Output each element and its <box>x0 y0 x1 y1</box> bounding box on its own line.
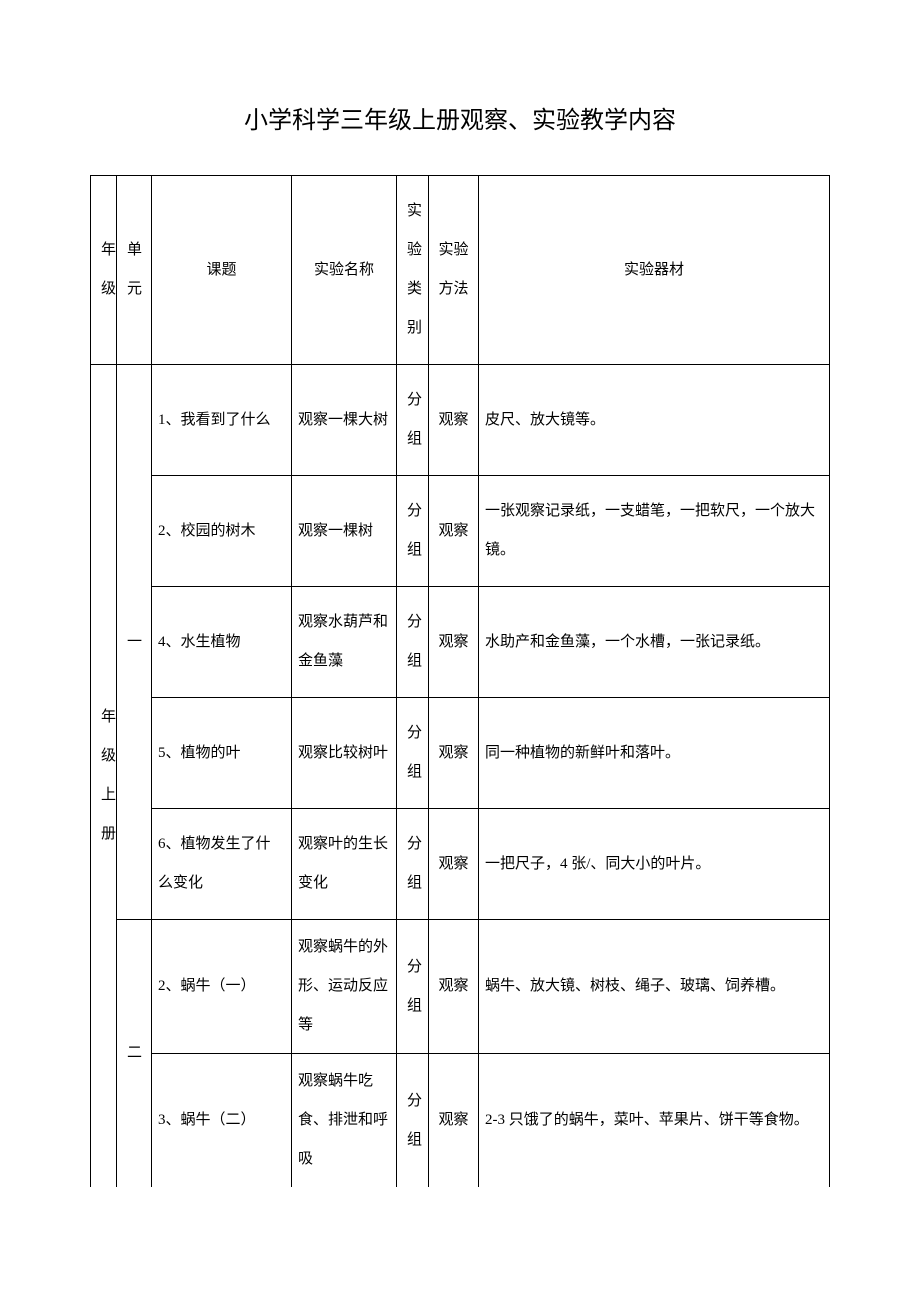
cell-method: 观察 <box>429 476 479 587</box>
cell-equipment: 一张观察记录纸，一支蜡笔，一把软尺，一个放大镜。 <box>479 476 830 587</box>
table-row: 5、植物的叶 观察比较树叶 分组 观察 同一种植物的新鲜叶和落叶。 <box>91 698 830 809</box>
table-row: 二 2、蜗牛（一） 观察蜗牛的外形、运动反应等 分组 观察 蜗牛、放大镜、树枝、… <box>91 920 830 1054</box>
header-type: 实验类别 <box>397 176 429 365</box>
cell-topic: 5、植物的叶 <box>152 698 292 809</box>
header-grade: 年级 <box>91 176 117 365</box>
cell-type: 分组 <box>397 365 429 476</box>
table-row: 6、植物发生了什么变化 观察叶的生长变化 分组 观察 一把尺子，4 张/、同大小… <box>91 809 830 920</box>
cell-method: 观察 <box>429 587 479 698</box>
cell-topic: 4、水生植物 <box>152 587 292 698</box>
cell-topic: 3、蜗牛（二） <box>152 1054 292 1188</box>
cell-unit-2: 二 <box>117 920 152 1188</box>
cell-equipment: 蜗牛、放大镜、树枝、绳子、玻璃、饲养槽。 <box>479 920 830 1054</box>
cell-type: 分组 <box>397 476 429 587</box>
cell-type: 分组 <box>397 920 429 1054</box>
cell-topic: 6、植物发生了什么变化 <box>152 809 292 920</box>
cell-method: 观察 <box>429 920 479 1054</box>
cell-topic: 2、蜗牛（一） <box>152 920 292 1054</box>
header-method: 实验方法 <box>429 176 479 365</box>
cell-type: 分组 <box>397 698 429 809</box>
cell-unit-1: 一 <box>117 365 152 920</box>
header-equipment: 实验器材 <box>479 176 830 365</box>
table-row: 4、水生植物 观察水葫芦和金鱼藻 分组 观察 水助产和金鱼藻，一个水槽，一张记录… <box>91 587 830 698</box>
cell-method: 观察 <box>429 698 479 809</box>
document-page: 小学科学三年级上册观察、实验教学内容 年级 单元 课题 实验名称 实验类别 实验… <box>0 0 920 1267</box>
cell-equipment: 皮尺、放大镜等。 <box>479 365 830 476</box>
table-row: 2、校园的树木 观察一棵树 分组 观察 一张观察记录纸，一支蜡笔，一把软尺，一个… <box>91 476 830 587</box>
experiment-table: 年级 单元 课题 实验名称 实验类别 实验方法 实验器材 年级上册 一 1、我看… <box>90 175 830 1187</box>
cell-topic: 2、校园的树木 <box>152 476 292 587</box>
cell-expname: 观察一棵树 <box>292 476 397 587</box>
cell-type: 分组 <box>397 587 429 698</box>
cell-method: 观察 <box>429 365 479 476</box>
header-expname: 实验名称 <box>292 176 397 365</box>
cell-expname: 观察蜗牛的外形、运动反应等 <box>292 920 397 1054</box>
header-topic: 课题 <box>152 176 292 365</box>
cell-grade: 年级上册 <box>91 365 117 1188</box>
cell-expname: 观察水葫芦和金鱼藻 <box>292 587 397 698</box>
table-header-row: 年级 单元 课题 实验名称 实验类别 实验方法 实验器材 <box>91 176 830 365</box>
cell-equipment: 水助产和金鱼藻，一个水槽，一张记录纸。 <box>479 587 830 698</box>
table-row: 年级上册 一 1、我看到了什么 观察一棵大树 分组 观察 皮尺、放大镜等。 <box>91 365 830 476</box>
cell-type: 分组 <box>397 809 429 920</box>
cell-type: 分组 <box>397 1054 429 1188</box>
cell-equipment: 2-3 只饿了的蜗牛，菜叶、苹果片、饼干等食物。 <box>479 1054 830 1188</box>
cell-expname: 观察比较树叶 <box>292 698 397 809</box>
cell-method: 观察 <box>429 809 479 920</box>
cell-expname: 观察一棵大树 <box>292 365 397 476</box>
page-title: 小学科学三年级上册观察、实验教学内容 <box>90 100 830 135</box>
cell-topic: 1、我看到了什么 <box>152 365 292 476</box>
cell-expname: 观察叶的生长变化 <box>292 809 397 920</box>
cell-method: 观察 <box>429 1054 479 1188</box>
cell-expname: 观察蜗牛吃食、排泄和呼吸 <box>292 1054 397 1188</box>
header-unit: 单元 <box>117 176 152 365</box>
cell-equipment: 一把尺子，4 张/、同大小的叶片。 <box>479 809 830 920</box>
cell-equipment: 同一种植物的新鲜叶和落叶。 <box>479 698 830 809</box>
table-row: 3、蜗牛（二） 观察蜗牛吃食、排泄和呼吸 分组 观察 2-3 只饿了的蜗牛，菜叶… <box>91 1054 830 1188</box>
